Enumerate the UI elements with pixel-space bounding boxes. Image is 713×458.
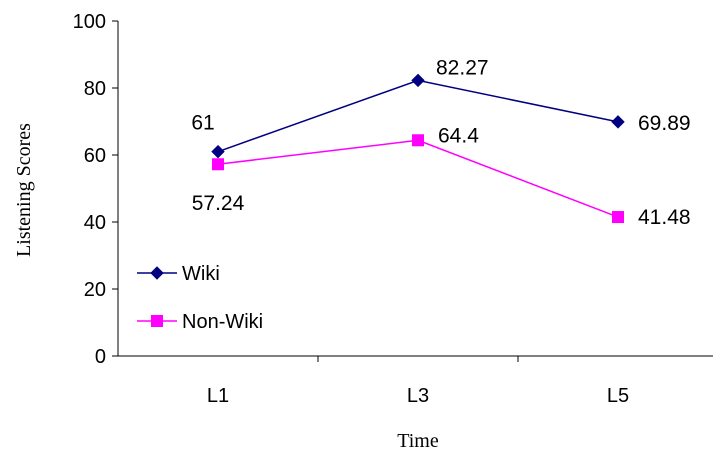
axes: 0 20 40 60 80 100 L1 L3 L5 <box>73 11 713 407</box>
data-label: 57.24 <box>192 192 245 215</box>
data-label: 61 <box>191 112 214 135</box>
legend-marker <box>151 315 163 327</box>
series-wiki <box>211 73 625 159</box>
data-label: 64.4 <box>438 124 479 147</box>
x-tick-label: L3 <box>407 385 429 407</box>
data-point <box>212 158 224 171</box>
legend-label: Wiki <box>182 263 220 285</box>
y-tick-label: 80 <box>84 78 106 100</box>
data-point <box>612 211 624 224</box>
data-point <box>411 73 425 88</box>
legend-item: Wiki <box>137 263 220 285</box>
data-label: 69.89 <box>638 112 691 135</box>
legend-label: Non-Wiki <box>182 311 263 333</box>
y-tick-label: 40 <box>84 212 106 234</box>
data-labels: 61 82.27 69.89 57.24 64.4 41.48 <box>191 56 690 229</box>
y-tick-label: 100 <box>73 11 106 33</box>
y-tick-label: 20 <box>84 279 106 301</box>
series-layer <box>211 73 625 224</box>
data-label: 82.27 <box>436 56 489 79</box>
y-tick-label: 0 <box>95 346 106 368</box>
legend: Wiki Non-Wiki <box>137 263 263 333</box>
x-tick-label: L1 <box>207 385 229 407</box>
x-tick-label: L5 <box>607 385 629 407</box>
data-point <box>412 134 424 147</box>
data-point <box>211 144 225 159</box>
data-point <box>611 115 625 129</box>
y-axis-title: Listening Scores <box>13 123 35 257</box>
series-non-wiki <box>212 134 624 224</box>
series-line <box>217 139 619 218</box>
data-label: 41.48 <box>638 206 691 229</box>
legend-marker <box>150 266 164 280</box>
x-axis-title: Time <box>397 430 439 452</box>
y-tick-label: 60 <box>84 145 106 167</box>
legend-item: Non-Wiki <box>137 311 263 333</box>
